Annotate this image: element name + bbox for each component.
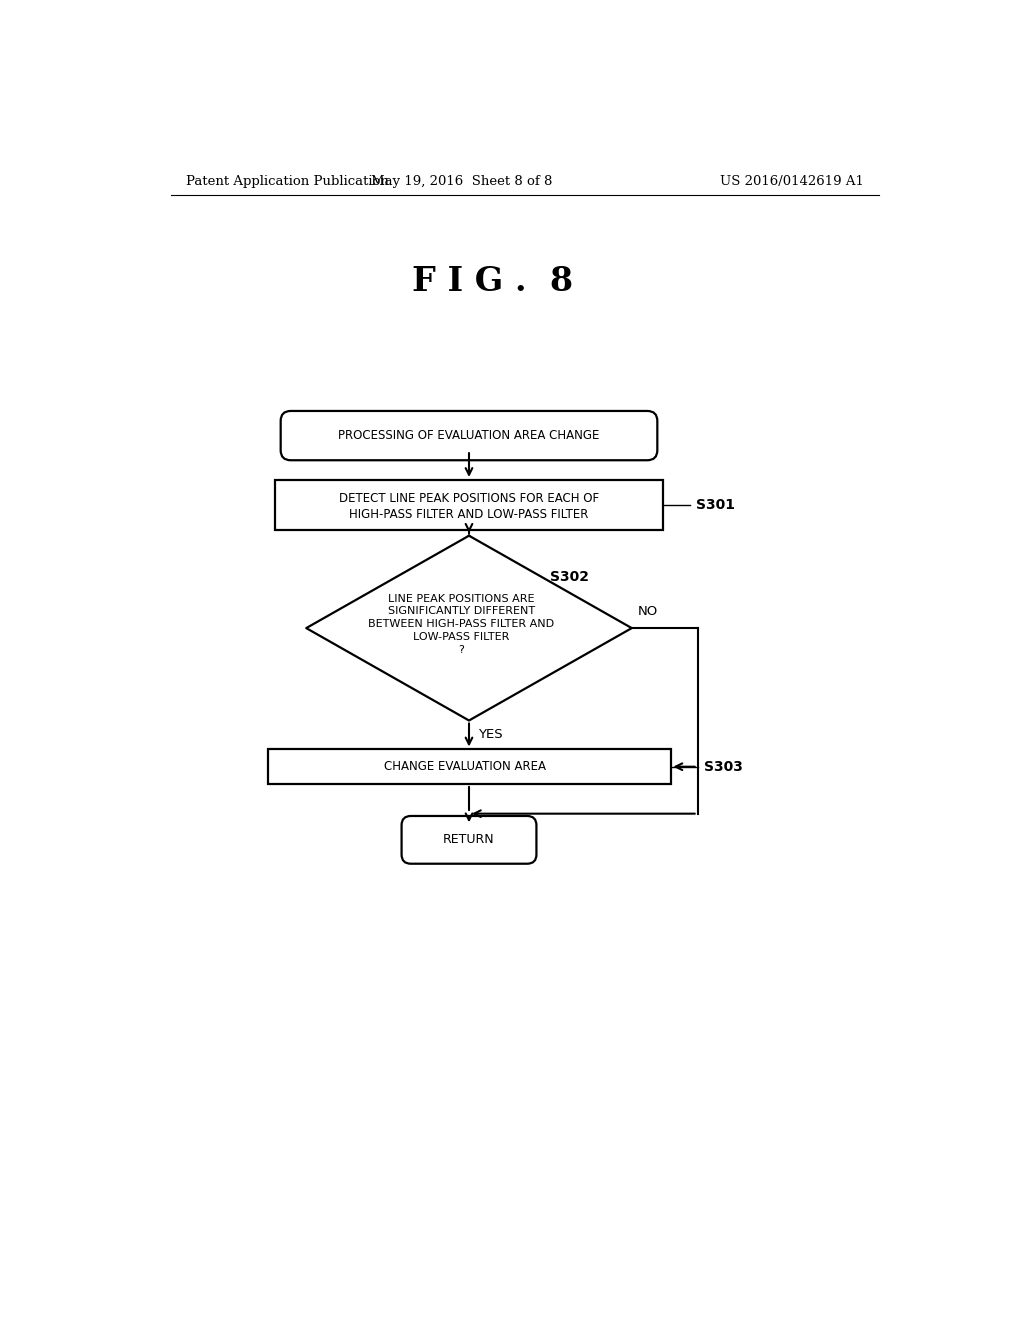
Text: DETECT LINE PEAK POSITIONS FOR EACH OF: DETECT LINE PEAK POSITIONS FOR EACH OF [339, 492, 599, 506]
Text: RETURN: RETURN [443, 833, 495, 846]
Text: S303: S303 [703, 760, 742, 774]
Text: Patent Application Publication: Patent Application Publication [186, 176, 389, 187]
FancyBboxPatch shape [401, 816, 537, 863]
Text: PROCESSING OF EVALUATION AREA CHANGE: PROCESSING OF EVALUATION AREA CHANGE [338, 429, 600, 442]
Text: S301: S301 [696, 498, 735, 512]
FancyBboxPatch shape [275, 480, 663, 529]
Text: CHANGE EVALUATION AREA: CHANGE EVALUATION AREA [384, 760, 546, 774]
Text: YES: YES [478, 727, 503, 741]
Text: NO: NO [638, 605, 658, 618]
Text: S302: S302 [550, 570, 590, 585]
FancyBboxPatch shape [281, 411, 657, 461]
Text: HIGH-PASS FILTER AND LOW-PASS FILTER: HIGH-PASS FILTER AND LOW-PASS FILTER [349, 508, 589, 520]
Text: May 19, 2016  Sheet 8 of 8: May 19, 2016 Sheet 8 of 8 [371, 176, 552, 187]
Text: F I G .  8: F I G . 8 [412, 265, 572, 298]
FancyBboxPatch shape [267, 750, 671, 784]
Text: US 2016/0142619 A1: US 2016/0142619 A1 [720, 176, 864, 187]
Text: LINE PEAK POSITIONS ARE
SIGNIFICANTLY DIFFERENT
BETWEEN HIGH-PASS FILTER AND
LOW: LINE PEAK POSITIONS ARE SIGNIFICANTLY DI… [369, 594, 554, 655]
